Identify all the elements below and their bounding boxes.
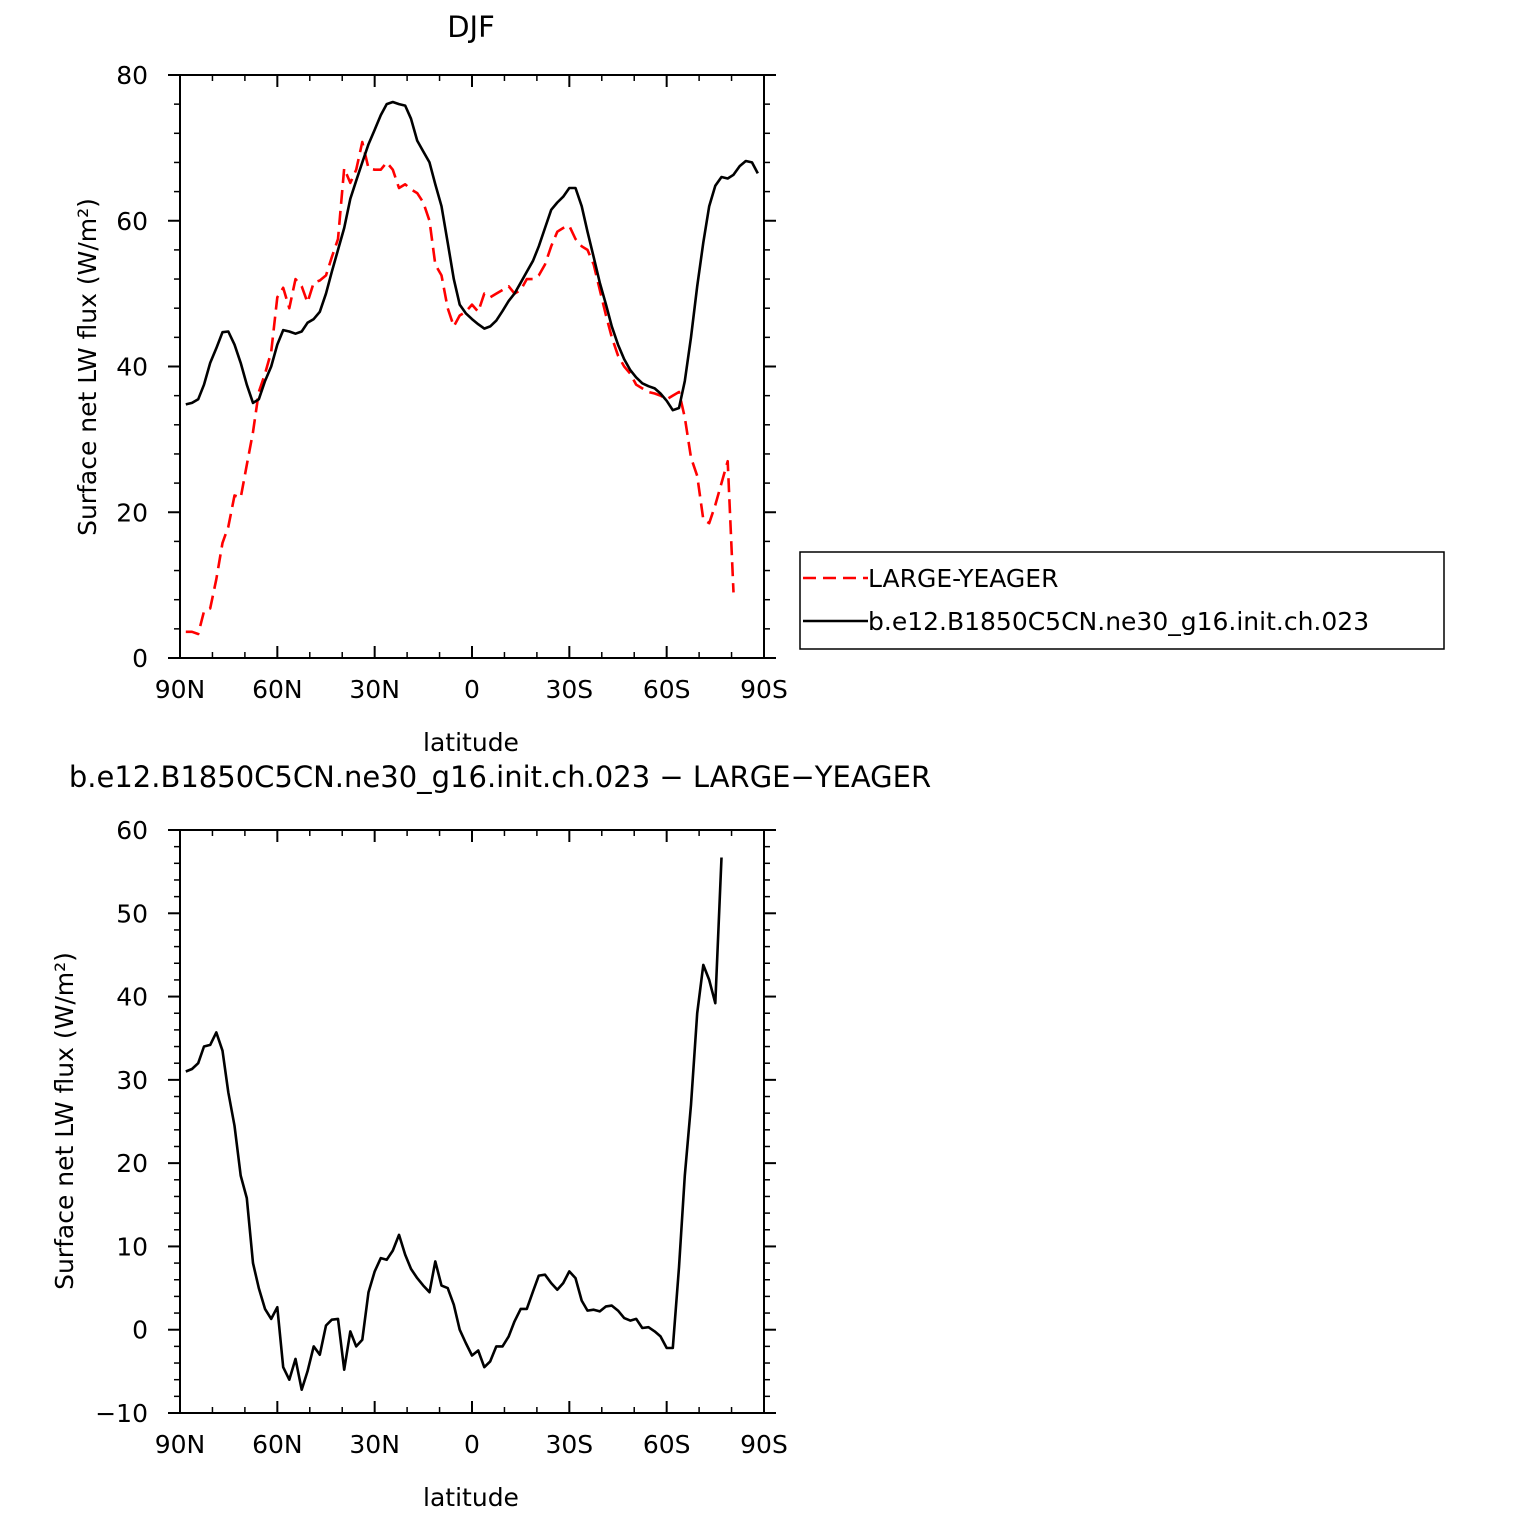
legend-box — [799, 551, 1445, 650]
bottom-x-tick-label: 90S — [740, 1430, 788, 1459]
bottom-x-tick-label: 30N — [349, 1430, 400, 1459]
bottom-panel-ylabel: Surface net LW flux (W/m²) — [50, 952, 79, 1290]
bottom-panel-title: b.e12.B1850C5CN.ne30_g16.init.ch.023 − L… — [69, 760, 931, 794]
bottom-y-tick-label: 40 — [116, 983, 148, 1012]
bottom-y-tick-label: −10 — [95, 1399, 148, 1428]
top-series-line-0 — [185, 140, 735, 636]
top-y-tick-label: 0 — [132, 644, 148, 673]
top-panel-frame — [179, 74, 765, 659]
bottom-x-tick-label: 60S — [643, 1430, 691, 1459]
top-y-tick-label: 40 — [116, 353, 148, 382]
bottom-panel-ticks: 90N 60N 30N 0 30S 60S 90S −10 0 10 20 30 40 50 60 — [95, 816, 788, 1459]
bottom-x-tick-label: 30S — [545, 1430, 593, 1459]
top-panel-xlabel: latitude — [423, 728, 519, 757]
top-x-tick-label: 90S — [740, 675, 788, 704]
bottom-x-tick-label: 0 — [464, 1430, 480, 1459]
top-y-tick-label: 80 — [116, 61, 148, 90]
top-panel: DJF latitude Surface net LW flux (W/m²) … — [73, 10, 788, 757]
bottom-panel-frame — [179, 829, 765, 1414]
bottom-panel-xlabel: latitude — [423, 1483, 519, 1512]
top-y-tick-label: 60 — [116, 207, 148, 236]
top-x-tick-label: 0 — [464, 675, 480, 704]
bottom-y-tick-label: 60 — [116, 816, 148, 845]
bottom-y-tick-label: 30 — [116, 1066, 148, 1095]
bottom-y-tick-label: 10 — [116, 1232, 148, 1261]
top-panel-series — [185, 100, 759, 636]
legend-label-model: b.e12.B1850C5CN.ne30_g16.init.ch.023 — [868, 607, 1369, 636]
bottom-panel: b.e12.B1850C5CN.ne30_g16.init.ch.023 − L… — [50, 760, 931, 1512]
top-x-tick-label: 60N — [252, 675, 303, 704]
top-x-tick-label: 60S — [643, 675, 691, 704]
bottom-x-tick-label: 60N — [252, 1430, 303, 1459]
legend-label-large-yeager: LARGE-YEAGER — [868, 564, 1058, 593]
top-x-tick-label: 30S — [545, 675, 593, 704]
bottom-panel-series — [185, 857, 723, 1391]
bottom-y-tick-label: 0 — [132, 1316, 148, 1345]
top-x-tick-label: 30N — [349, 675, 400, 704]
top-panel-title: DJF — [447, 10, 495, 44]
bottom-y-tick-label: 20 — [116, 1149, 148, 1178]
legend: LARGE-YEAGER b.e12.B1850C5CN.ne30_g16.in… — [799, 551, 1445, 650]
top-x-tick-label: 90N — [155, 675, 206, 704]
top-panel-ylabel: Surface net LW flux (W/m²) — [73, 198, 102, 536]
bottom-x-tick-label: 90N — [155, 1430, 206, 1459]
top-y-tick-label: 20 — [116, 498, 148, 527]
bottom-series-line-0 — [185, 857, 723, 1391]
bottom-y-tick-label: 50 — [116, 899, 148, 928]
top-series-line-1 — [185, 100, 759, 412]
